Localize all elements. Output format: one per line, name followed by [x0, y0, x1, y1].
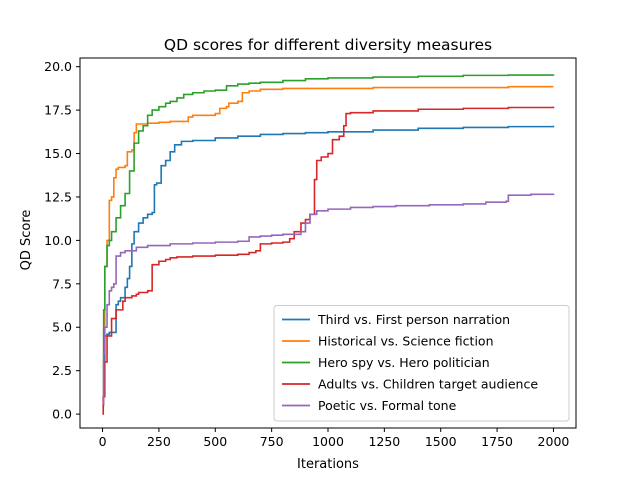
x-axis-label: Iterations [297, 457, 359, 472]
x-tick-label: 1750 [481, 434, 513, 449]
x-tick-label: 1500 [425, 434, 457, 449]
legend-box [273, 305, 570, 422]
x-tick-label: 1000 [312, 434, 344, 449]
x-tick-label: 2000 [538, 434, 570, 449]
x-axis: 0 250 500 750 1000 1250 1500 1750 2000 [99, 428, 570, 449]
y-tick-label: 5.0 [52, 320, 72, 335]
y-tick-label: 0.0 [52, 407, 72, 422]
y-tick-label: 2.5 [52, 363, 72, 378]
legend-entry-label: Third vs. First person narration [317, 312, 510, 327]
y-axis: 0.0 2.5 5.0 7.5 10.0 12.5 15.0 17.5 20.0 [44, 59, 80, 422]
y-axis-label: QD Score [19, 210, 34, 271]
series-layer [102, 74, 555, 415]
series-line-2 [102, 85, 554, 407]
legend-entry-label: Adults vs. Children target audience [318, 377, 538, 392]
x-tick-label: 1250 [368, 434, 400, 449]
series-line-5 [102, 193, 555, 405]
y-tick-label: 7.5 [52, 276, 72, 291]
chart-title: QD scores for different diversity measur… [164, 36, 492, 54]
legend-entry-label: Hero spy vs. Hero politician [318, 355, 490, 370]
x-tick-label: 250 [147, 434, 171, 449]
y-tick-label: 10.0 [44, 233, 72, 248]
legend-entry-label: Poetic vs. Formal tone [318, 398, 457, 413]
series-line-1 [102, 125, 555, 402]
x-tick-label: 500 [203, 434, 227, 449]
series-line-3 [102, 74, 555, 402]
x-tick-label: 750 [260, 434, 284, 449]
x-tick-label: 0 [99, 434, 107, 449]
legend: Third vs. First person narration Historic… [273, 305, 570, 422]
series-line-4 [102, 106, 555, 415]
y-tick-label: 15.0 [44, 146, 72, 161]
y-tick-label: 17.5 [44, 103, 72, 118]
y-tick-label: 20.0 [44, 59, 72, 74]
y-tick-label: 12.5 [44, 189, 72, 204]
legend-entry-label: Historical vs. Science fiction [318, 334, 494, 349]
